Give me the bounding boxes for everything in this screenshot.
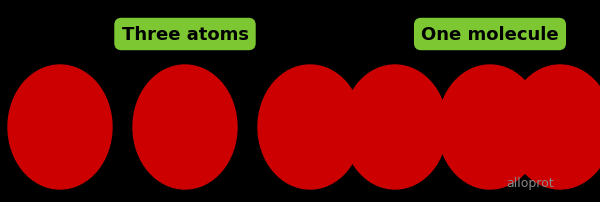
Text: One molecule: One molecule xyxy=(421,26,559,44)
Ellipse shape xyxy=(438,66,542,189)
Ellipse shape xyxy=(508,66,600,189)
Ellipse shape xyxy=(258,66,362,189)
Ellipse shape xyxy=(8,66,112,189)
Text: Three atoms: Three atoms xyxy=(121,26,248,44)
Ellipse shape xyxy=(343,66,447,189)
Text: alloprot: alloprot xyxy=(506,176,554,188)
Ellipse shape xyxy=(133,66,237,189)
